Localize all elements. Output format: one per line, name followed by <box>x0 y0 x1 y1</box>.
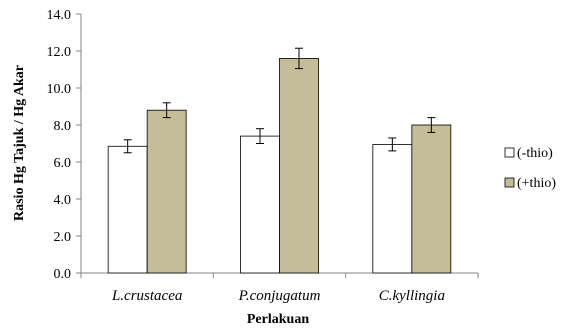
legend-label: (+thio) <box>517 176 556 191</box>
bar <box>240 135 280 274</box>
bar <box>279 58 319 274</box>
y-tick-label: 10.0 <box>47 82 72 97</box>
y-tick-label: 14.0 <box>47 8 72 23</box>
legend-swatch <box>504 147 515 158</box>
legend-label: (-thio) <box>517 146 553 161</box>
x-axis: L.crustacea P.conjugatum C.kyllingia <box>80 272 479 304</box>
x-tick-label: C.kyllingia <box>379 288 445 304</box>
y-tick-label: 12.0 <box>47 45 72 60</box>
x-axis-title: Perlakuan <box>247 312 309 327</box>
bar <box>146 109 187 274</box>
legend: (-thio) (+thio) <box>504 146 556 191</box>
bar <box>411 124 452 274</box>
bar <box>107 145 148 274</box>
y-tick-label: 8.0 <box>54 119 72 134</box>
y-tick-label: 0.0 <box>54 267 72 282</box>
x-tick-label: L.crustacea <box>111 288 182 304</box>
y-tick-label: 6.0 <box>54 156 72 171</box>
bar <box>372 144 413 274</box>
y-tick-label: 2.0 <box>54 230 72 245</box>
bars <box>107 47 452 274</box>
y-axis-title: Rasio Hg Tajuk / Hg Akar <box>12 65 27 221</box>
y-tick-label: 4.0 <box>54 193 72 208</box>
legend-swatch <box>504 177 515 188</box>
y-axis: 0.0 2.0 4.0 6.0 8.0 10.0 12.0 14.0 <box>47 8 82 282</box>
x-tick-label: P.conjugatum <box>238 288 321 304</box>
